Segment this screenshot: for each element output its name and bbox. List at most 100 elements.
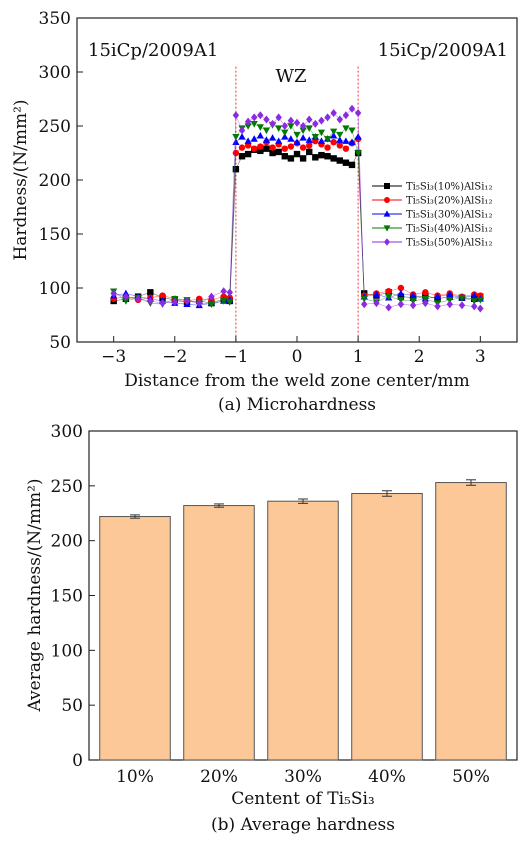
data-point xyxy=(251,113,258,122)
data-point xyxy=(458,294,466,302)
data-point xyxy=(342,145,350,152)
data-point xyxy=(110,289,117,298)
data-point xyxy=(257,147,264,155)
data-point xyxy=(232,166,240,173)
data-point xyxy=(238,126,246,135)
data-point xyxy=(122,292,130,301)
data-point xyxy=(458,301,466,310)
data-point xyxy=(336,115,343,124)
data-point xyxy=(226,288,233,297)
data-point xyxy=(422,289,429,296)
data-point xyxy=(317,137,326,144)
data-point xyxy=(220,298,228,305)
average-hardness-chart: 0 50 100 150 200 250 300 10% 20% 30% 40% 50% Centen… xyxy=(25,422,518,835)
data-point xyxy=(354,133,362,140)
data-point xyxy=(244,137,252,144)
bar-20pct xyxy=(183,505,255,761)
data-point xyxy=(330,139,337,146)
x-tick-label-a: 0 xyxy=(292,347,303,367)
data-point xyxy=(281,133,289,140)
data-point xyxy=(336,157,343,164)
data-point xyxy=(251,145,258,152)
data-point xyxy=(330,128,338,136)
data-point xyxy=(385,293,393,301)
data-point xyxy=(306,115,313,124)
data-point xyxy=(385,303,392,312)
data-point xyxy=(226,299,234,306)
data-point xyxy=(293,150,301,158)
data-point xyxy=(257,143,264,150)
data-point xyxy=(336,131,344,139)
data-point xyxy=(287,123,295,130)
x-tick-label-b: 10% xyxy=(116,767,154,787)
data-point xyxy=(299,134,307,141)
data-point xyxy=(256,124,264,131)
legend-entry: Ti₅Si₃(40%)AlSi₁₂ xyxy=(406,224,492,235)
y-tick-label-a: 100 xyxy=(39,279,71,299)
x-tick-label-b: 30% xyxy=(284,767,322,787)
data-point xyxy=(306,142,313,149)
data-point xyxy=(287,143,295,150)
y-tick-label-a: 300 xyxy=(39,63,71,83)
data-point xyxy=(281,153,288,160)
data-point xyxy=(477,304,484,313)
data-point xyxy=(348,138,356,145)
y-tick-label-b: 250 xyxy=(51,477,83,497)
data-point xyxy=(434,302,441,311)
data-point xyxy=(336,142,343,149)
data-point xyxy=(409,301,417,310)
data-point xyxy=(354,109,362,118)
data-point xyxy=(470,298,478,305)
y-tick-label-b: 150 xyxy=(51,587,83,607)
data-point xyxy=(305,136,313,143)
data-point xyxy=(409,291,417,299)
data-point xyxy=(348,161,356,169)
data-point xyxy=(470,291,478,299)
bar-30pct xyxy=(267,500,339,761)
data-point xyxy=(207,301,216,308)
data-point xyxy=(476,297,484,304)
data-point xyxy=(196,299,203,308)
y-axis-label-b: Average hardness/(N/mm²) xyxy=(25,478,45,712)
y-tick-label-b: 0 xyxy=(72,751,83,771)
data-point xyxy=(422,299,429,308)
data-point xyxy=(354,150,362,157)
data-point xyxy=(275,113,282,122)
x-tick-label-a: 2 xyxy=(414,347,425,367)
y-tick-label-a: 250 xyxy=(39,117,71,137)
data-point xyxy=(281,122,288,130)
data-point xyxy=(244,123,252,130)
data-point xyxy=(250,121,258,128)
data-point xyxy=(330,131,338,139)
data-point xyxy=(361,300,368,309)
data-point xyxy=(238,153,246,160)
data-point xyxy=(299,127,307,135)
microhardness-chart: 50 100 150 200 250 300 350 −3 −2 −1 0 1 2 3 15iCp/200… xyxy=(11,9,518,415)
bar-50pct xyxy=(435,482,507,761)
data-point xyxy=(256,131,264,139)
data-point xyxy=(275,137,283,144)
data-point xyxy=(397,289,405,297)
legend-entry: Ti₅Si₃(10%)AlSi₁₂ xyxy=(406,182,492,193)
x-tick-label-b: 50% xyxy=(452,767,490,787)
data-point xyxy=(275,125,283,132)
x-tick-label-a: 1 xyxy=(353,347,364,367)
data-point xyxy=(281,145,288,152)
data-point xyxy=(122,298,130,305)
data-point xyxy=(384,197,390,203)
data-point xyxy=(244,117,252,126)
y-axis-label-a: Hardness/(N/mm²) xyxy=(11,99,31,260)
data-point xyxy=(383,225,391,232)
data-point xyxy=(342,159,350,166)
data-point xyxy=(238,144,246,151)
data-point xyxy=(263,145,270,152)
data-point xyxy=(134,294,142,303)
data-point xyxy=(159,292,166,299)
caption-b: (b) Average hardness xyxy=(211,815,395,835)
data-point xyxy=(312,119,319,128)
x-tick-label-a: −1 xyxy=(223,347,248,367)
x-tick-label-a: 3 xyxy=(475,347,486,367)
legend-entry: Ti₅Si₃(50%)AlSi₁₂ xyxy=(406,238,492,249)
data-point xyxy=(299,155,307,162)
data-point xyxy=(262,127,271,135)
